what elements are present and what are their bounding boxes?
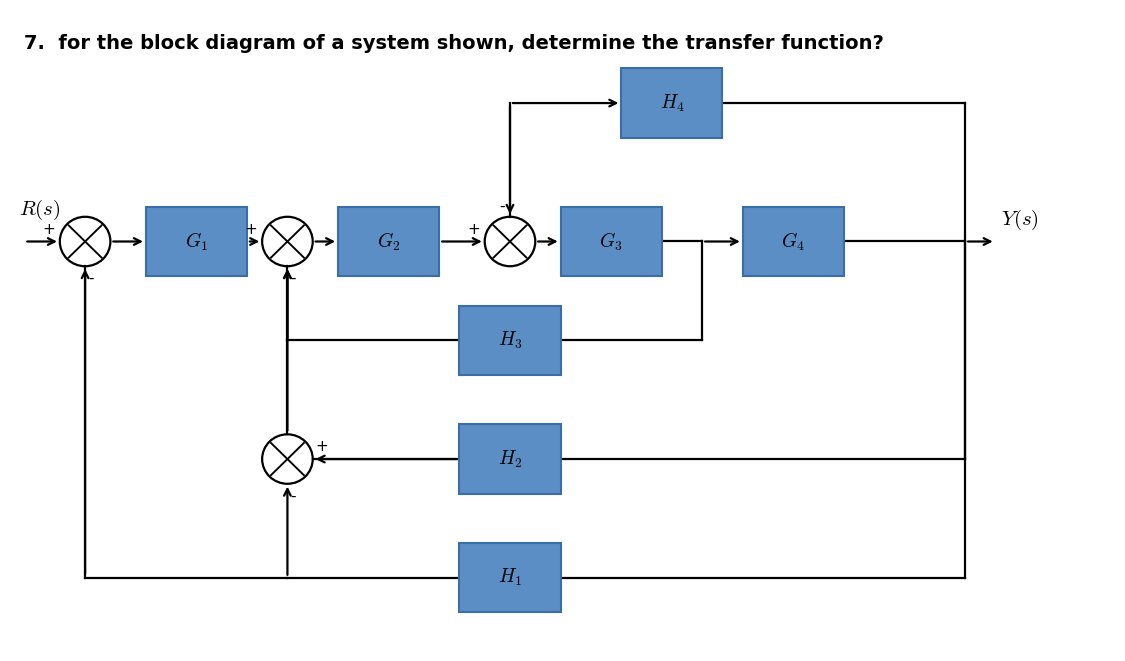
Bar: [459, 306, 560, 375]
Bar: [459, 543, 560, 612]
Text: -: -: [290, 488, 296, 504]
Text: -: -: [88, 271, 93, 286]
Text: -: -: [500, 199, 505, 214]
Text: +: +: [42, 221, 55, 237]
Text: $H_3$: $H_3$: [497, 330, 522, 351]
Text: +: +: [467, 221, 479, 237]
Text: $G_4$: $G_4$: [782, 230, 806, 253]
Bar: [560, 207, 662, 276]
Text: $R(s)$: $R(s)$: [19, 198, 61, 221]
Text: $H_2$: $H_2$: [498, 448, 522, 470]
Text: $H_4$: $H_4$: [659, 93, 684, 114]
Text: +: +: [316, 439, 328, 454]
Text: -: -: [290, 271, 296, 286]
Text: $Y(s)$: $Y(s)$: [1000, 208, 1038, 231]
Text: $G_3$: $G_3$: [600, 230, 623, 253]
Bar: [146, 207, 248, 276]
Bar: [621, 69, 722, 137]
Bar: [338, 207, 439, 276]
Text: 7.  for the block diagram of a system shown, determine the transfer function?: 7. for the block diagram of a system sho…: [25, 34, 884, 53]
Text: +: +: [244, 221, 258, 237]
Text: $G_1$: $G_1$: [184, 230, 208, 253]
Bar: [742, 207, 844, 276]
Bar: [459, 424, 560, 494]
Text: $H_1$: $H_1$: [498, 567, 522, 588]
Text: $G_2$: $G_2$: [377, 230, 400, 253]
